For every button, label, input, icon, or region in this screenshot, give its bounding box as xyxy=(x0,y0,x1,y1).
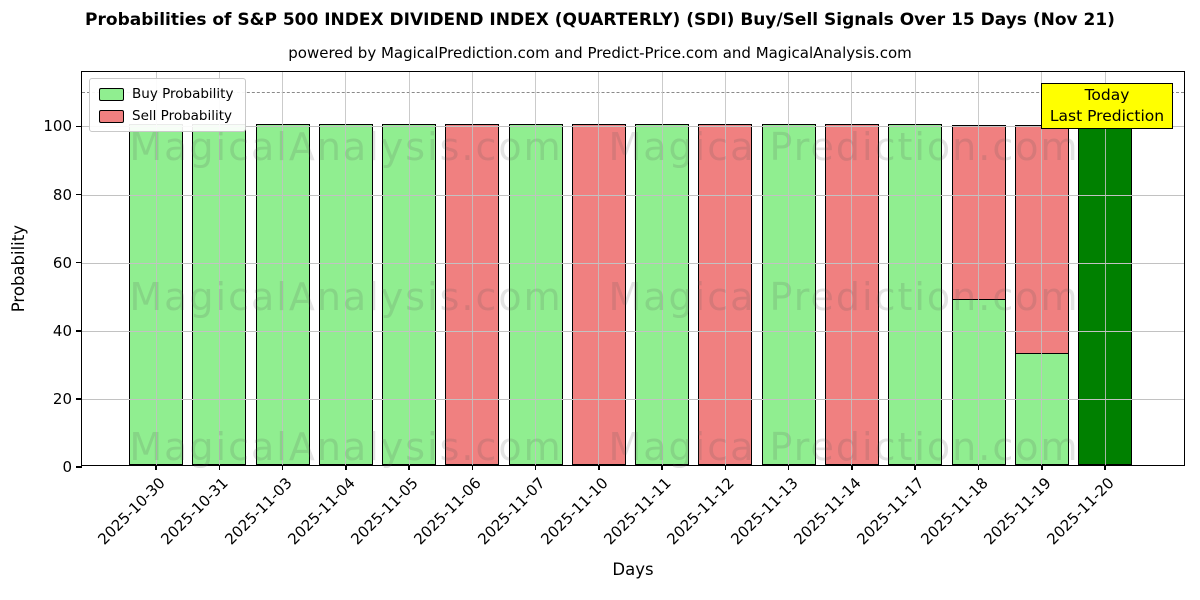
x-axis-label: Days xyxy=(612,560,654,579)
y-tick-label: 0 xyxy=(62,458,72,476)
legend-sell-label: Sell Probability xyxy=(132,108,233,124)
h-gridline xyxy=(82,194,1184,196)
v-gridline xyxy=(155,72,157,465)
buy-swatch-icon xyxy=(99,87,124,101)
v-gridline xyxy=(661,72,663,465)
v-gridline xyxy=(978,72,979,465)
y-tick-mark xyxy=(76,330,82,332)
x-tick-mark xyxy=(281,465,284,470)
v-gridline xyxy=(345,72,347,465)
y-tick-mark xyxy=(76,125,82,128)
v-gridline xyxy=(282,72,284,465)
y-axis-label: Probability xyxy=(8,224,28,313)
x-tick-mark xyxy=(218,465,221,470)
v-gridline xyxy=(914,72,916,465)
plot-area: Buy Probability Sell Probability Today L… xyxy=(43,71,1185,548)
x-tick-mark xyxy=(1104,465,1106,470)
chart-subtitle: powered by MagicalPrediction.com and Pre… xyxy=(288,44,912,62)
chart-legend: Buy Probability Sell Probability xyxy=(89,78,247,132)
legend-row-buy: Buy Probability xyxy=(99,86,233,102)
y-tick-mark xyxy=(76,466,82,468)
today-annotation-box: Today Last Prediction xyxy=(1041,83,1173,129)
v-gridline xyxy=(218,72,220,465)
chart-title: Probabilities of S&P 500 INDEX DIVIDEND … xyxy=(85,10,1115,30)
h-gridline xyxy=(82,330,1184,332)
x-tick-mark xyxy=(534,465,537,470)
v-gridline xyxy=(788,72,790,465)
y-tick-mark xyxy=(76,398,82,400)
x-tick-mark xyxy=(1041,465,1043,470)
x-tick-mark xyxy=(598,465,600,470)
y-axis-label-wrap: Probability xyxy=(6,71,30,466)
today-annotation-line2: Last Prediction xyxy=(1049,107,1165,125)
x-tick-mark xyxy=(471,465,474,470)
y-tick-label: 20 xyxy=(52,389,72,408)
x-tick-mark xyxy=(977,465,980,470)
x-tick-mark xyxy=(155,465,157,470)
y-tick-mark xyxy=(76,261,82,264)
h-gridline xyxy=(82,398,1184,400)
y-tick-label: 100 xyxy=(43,117,72,136)
h-gridline xyxy=(82,262,1184,264)
v-gridline xyxy=(1041,72,1043,465)
y-tick-label: 60 xyxy=(52,253,72,272)
v-gridline xyxy=(535,72,537,465)
x-tick-mark xyxy=(724,465,727,470)
x-tick-mark xyxy=(408,465,410,470)
today-annotation-line1: Today xyxy=(1084,86,1130,104)
y-tick-label: 40 xyxy=(52,321,72,340)
v-gridline xyxy=(598,72,600,465)
x-tick-mark xyxy=(787,465,790,470)
v-gridline xyxy=(408,72,410,465)
x-tick-mark xyxy=(851,465,853,470)
y-tick-mark xyxy=(76,193,82,196)
sell-swatch-icon xyxy=(99,109,124,123)
dashed-threshold-line xyxy=(82,92,1184,94)
x-tick-mark xyxy=(345,465,347,470)
legend-buy-label: Buy Probability xyxy=(132,86,234,102)
v-gridline xyxy=(471,72,473,465)
y-tick-label: 80 xyxy=(52,185,72,204)
legend-row-sell: Sell Probability xyxy=(99,108,233,124)
v-gridline xyxy=(1104,72,1106,465)
v-gridline xyxy=(851,72,853,465)
v-gridline xyxy=(724,72,726,465)
h-gridline xyxy=(82,126,1184,128)
x-tick-mark xyxy=(661,465,663,470)
x-tick-mark xyxy=(914,465,916,470)
